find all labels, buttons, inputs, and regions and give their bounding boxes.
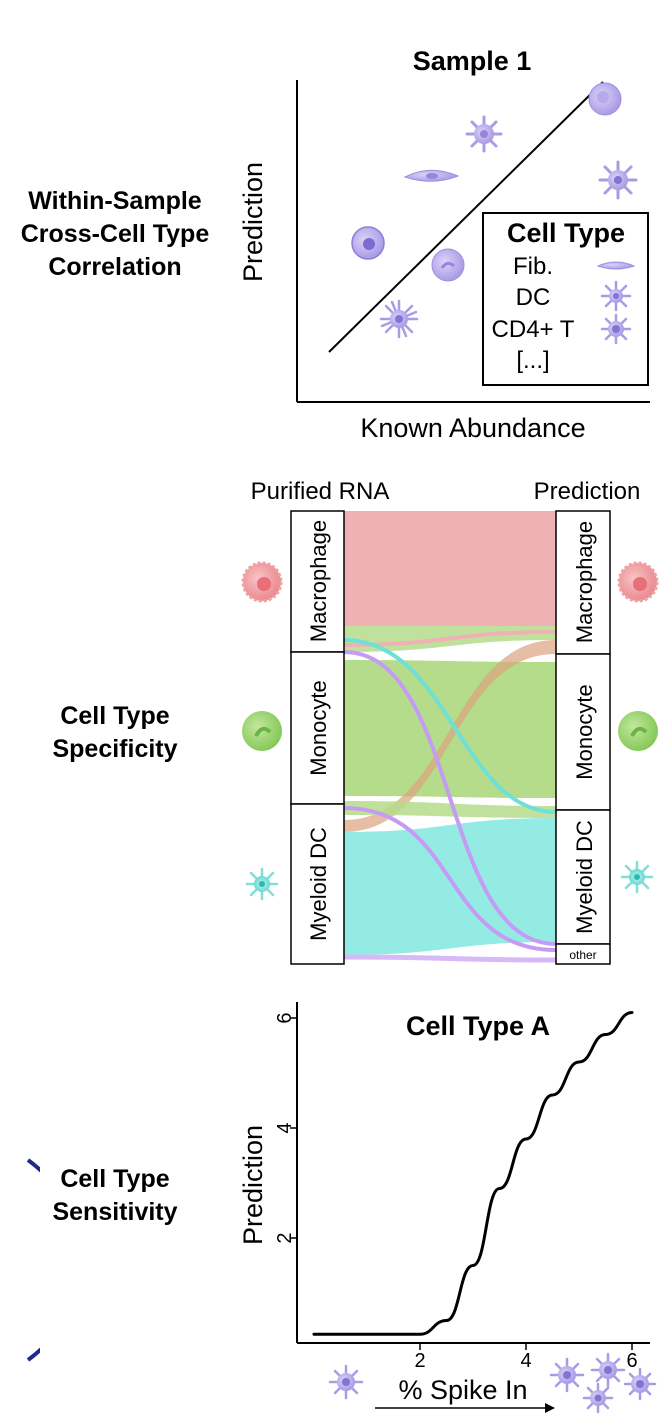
panel3-y-ticks: 2 4 6 <box>274 1012 297 1244</box>
y-tick-label: 2 <box>274 1232 296 1243</box>
dendritic-cell-icon <box>600 280 632 312</box>
dendritic-cell-icon <box>379 299 419 339</box>
right-node-macrophage: Macrophage <box>555 510 611 655</box>
row-label-line: Cell Type <box>60 702 170 730</box>
node-label: Monocyte <box>306 680 331 775</box>
t-cell-icon <box>328 1364 364 1400</box>
monocyte-icon <box>618 711 658 751</box>
flow-dc <box>344 818 556 955</box>
round-cell-icon <box>351 226 385 260</box>
right-node-myeloid-dc: Myeloid DC <box>555 809 611 945</box>
dendritic-cell-icon <box>598 160 638 200</box>
panel3-xlabel: % Spike In <box>398 1375 527 1405</box>
panel2-alluvial: Purified RNA Prediction Macrophage Monoc… <box>241 478 659 965</box>
panel2-left-title: Purified RNA <box>251 478 390 505</box>
fibroblast-icon <box>596 261 636 270</box>
flow-macrophage <box>344 511 556 626</box>
t-cell-icon <box>590 1352 626 1388</box>
t-cell-icon <box>600 313 632 345</box>
legend-title: Cell Type <box>507 218 625 248</box>
right-node-monocyte: Monocyte <box>555 653 611 811</box>
flow-other <box>343 954 557 963</box>
panel3-line-chart: Cell Type A Prediction 2 4 6 2 4 6 % Spike I… <box>238 1002 657 1414</box>
flow-dc-to-other <box>343 806 557 952</box>
y-tick-label: 4 <box>274 1122 296 1133</box>
macrophage-icon <box>617 561 659 603</box>
row-label-line: Cell Type <box>60 1165 170 1193</box>
x-tick-label: 2 <box>414 1350 425 1372</box>
left-node-myeloid-dc: Myeloid DC <box>290 803 345 965</box>
row-label-line: Specificity <box>52 735 178 763</box>
row-label-line: Sensitivity <box>52 1198 178 1226</box>
panel1-title: Sample 1 <box>413 46 532 76</box>
dendritic-cell-icon <box>465 115 503 153</box>
macrophage-icon <box>241 561 283 603</box>
dendritic-cell-icon <box>245 867 279 901</box>
fibroblast-icon <box>403 169 460 182</box>
node-label: other <box>569 948 596 962</box>
panel1-ylabel: Prediction <box>238 162 268 282</box>
right-node-other: other <box>555 943 611 965</box>
series-line <box>312 1011 634 1336</box>
legend-entry: [...] <box>516 347 549 374</box>
panel2-right-title: Prediction <box>534 478 641 505</box>
legend-entry: Fib. <box>513 253 553 280</box>
flow-monocyte-to-dc <box>344 801 556 818</box>
t-cell-icon <box>549 1357 585 1393</box>
panel1-scatter: Sample 1 Prediction Known Abundance <box>238 46 650 443</box>
node-label: Macrophage <box>572 521 597 643</box>
flow-monocyte-to-macrophage <box>343 630 557 647</box>
round-cell-icon <box>588 82 622 116</box>
node-label: Myeloid DC <box>572 820 597 934</box>
arrow-head-icon <box>545 1403 555 1413</box>
dendritic-cell-icon <box>620 860 654 894</box>
row-label-sensitivity: Cell Type Sensitivity <box>0 1163 230 1229</box>
y-tick-label: 6 <box>274 1012 296 1023</box>
panel1-legend: Cell Type Fib. DC CD4+ T [...] <box>482 212 649 386</box>
t-cell-icon <box>623 1367 657 1401</box>
panel3-ylabel: Prediction <box>238 1125 268 1245</box>
x-tick-label: 4 <box>520 1350 531 1372</box>
t-cell-icon <box>582 1382 614 1414</box>
node-label: Myeloid DC <box>306 827 331 941</box>
left-node-macrophage: Macrophage <box>290 510 345 653</box>
node-label: Monocyte <box>572 684 597 779</box>
panel3-title: Cell Type A <box>406 1011 550 1041</box>
monocyte-icon <box>242 711 282 751</box>
legend-entry: DC <box>516 284 551 311</box>
flow-monocyte <box>344 660 556 798</box>
row-label-correlation: Within-Sample Cross-Cell Type Correlatio… <box>0 185 230 284</box>
x-tick-label: 6 <box>626 1350 637 1372</box>
panel1-xlabel: Known Abundance <box>360 413 585 443</box>
left-node-monocyte: Monocyte <box>290 651 345 805</box>
row-label-line: Correlation <box>48 253 182 281</box>
legend-entry: CD4+ T <box>492 316 575 343</box>
flow-dc-to-macrophage <box>344 640 556 832</box>
panel3-x-ticks: 2 4 6 <box>414 1343 638 1372</box>
flow-macrophage-to-dc <box>343 638 557 814</box>
panel1-identity-line <box>328 81 604 353</box>
round-cell-icon <box>431 248 465 282</box>
node-label: Macrophage <box>306 520 331 642</box>
row-label-specificity: Cell Type Specificity <box>0 700 230 766</box>
row-label-line: Cross-Cell Type <box>20 220 210 248</box>
row-label-line: Within-Sample <box>28 187 202 215</box>
flow-monocyte-to-other <box>343 650 557 946</box>
